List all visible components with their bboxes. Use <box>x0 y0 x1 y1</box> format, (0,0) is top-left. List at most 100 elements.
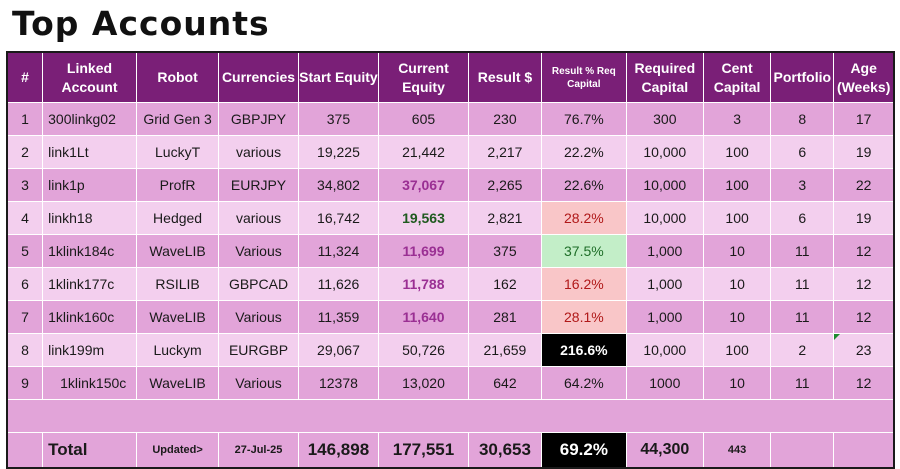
start-equity: 16,742 <box>297 201 380 235</box>
linked-account: 1klink177c <box>42 267 137 301</box>
required-capital: 1,000 <box>625 267 705 301</box>
result: 230 <box>467 102 543 136</box>
cent-capital: 100 <box>702 333 772 367</box>
portfolio: 6 <box>770 135 835 169</box>
total-current-equity: 177,551 <box>378 432 469 469</box>
total-label: Total <box>42 432 137 469</box>
col-header-required-capital: Required Capital <box>625 51 705 103</box>
current-equity: 50,726 <box>378 333 469 367</box>
total-row: Total Updated> 27-Jul-25 146,898 177,551… <box>6 432 895 469</box>
current-equity: 11,640 <box>378 300 469 334</box>
required-capital: 1,000 <box>625 300 705 334</box>
result-pct: 64.2% <box>541 366 627 400</box>
currencies: various <box>218 135 299 169</box>
portfolio: 11 <box>770 300 835 334</box>
total-cent-capital: 443 <box>702 432 772 469</box>
portfolio: 11 <box>770 366 835 400</box>
cent-capital: 10 <box>702 366 772 400</box>
currencies: EURGBP <box>218 333 299 367</box>
start-equity: 375 <box>297 102 380 136</box>
total-result: 30,653 <box>467 432 543 469</box>
currencies: Various <box>218 300 299 334</box>
robot: Grid Gen 3 <box>135 102 220 136</box>
robot: WaveLIB <box>135 300 220 334</box>
required-capital: 300 <box>625 102 705 136</box>
cent-capital: 10 <box>702 267 772 301</box>
table-row: 4 linkh18 Hedged various 16,742 19,563 2… <box>6 201 895 235</box>
result-pct: 216.6% <box>541 333 627 367</box>
linked-account: 300linkg02 <box>42 102 137 136</box>
table-row: 3 link1p ProfR EURJPY 34,802 37,067 2,26… <box>6 168 895 202</box>
col-header-cent-capital: Cent Capital <box>702 51 772 103</box>
table-row: 9 1klink150c WaveLIB Various 12378 13,02… <box>6 366 895 400</box>
col-header-robot: Robot <box>135 51 220 103</box>
robot: WaveLIB <box>135 366 220 400</box>
robot: ProfR <box>135 168 220 202</box>
current-equity: 11,699 <box>378 234 469 268</box>
current-equity: 13,020 <box>378 366 469 400</box>
start-equity: 19,225 <box>297 135 380 169</box>
portfolio: 3 <box>770 168 835 202</box>
result-pct: 22.6% <box>541 168 627 202</box>
table-row: 2 link1Lt LuckyT various 19,225 21,442 2… <box>6 135 895 169</box>
start-equity: 11,626 <box>297 267 380 301</box>
required-capital: 10,000 <box>625 168 705 202</box>
current-equity: 605 <box>378 102 469 136</box>
linked-account: 1klink150c <box>42 366 137 400</box>
portfolio: 8 <box>770 102 835 136</box>
row-number: 3 <box>6 168 44 202</box>
robot: RSILIB <box>135 267 220 301</box>
col-header-linked-account: Linked Account <box>42 51 137 103</box>
currencies: GBPCAD <box>218 267 299 301</box>
result-pct: 28.2% <box>541 201 627 235</box>
current-equity: 11,788 <box>378 267 469 301</box>
linked-account: link1Lt <box>42 135 137 169</box>
total-result-pct: 69.2% <box>541 432 627 469</box>
top-accounts-table: # Linked Account Robot Currencies Start … <box>6 51 895 469</box>
age-weeks: 12 <box>833 267 895 301</box>
total-required-capital: 44,300 <box>625 432 705 469</box>
start-equity: 11,359 <box>297 300 380 334</box>
col-header-currencies: Currencies <box>218 51 299 103</box>
row-number: 6 <box>6 267 44 301</box>
col-header-current-equity: Current Equity <box>378 51 469 103</box>
row-number: 5 <box>6 234 44 268</box>
portfolio: 11 <box>770 267 835 301</box>
row-number: 4 <box>6 201 44 235</box>
portfolio: 2 <box>770 333 835 367</box>
cent-capital: 3 <box>702 102 772 136</box>
spacer-cell <box>6 399 895 433</box>
required-capital: 1,000 <box>625 234 705 268</box>
cent-capital: 100 <box>702 135 772 169</box>
age-weeks: 23 <box>833 333 895 367</box>
required-capital: 10,000 <box>625 333 705 367</box>
current-equity: 19,563 <box>378 201 469 235</box>
age-weeks: 17 <box>833 102 895 136</box>
col-header-start-equity: Start Equity <box>297 51 380 103</box>
result-pct: 16.2% <box>541 267 627 301</box>
required-capital: 10,000 <box>625 135 705 169</box>
age-weeks: 19 <box>833 201 895 235</box>
total-portfolio-cell <box>770 432 835 469</box>
table-row: 6 1klink177c RSILIB GBPCAD 11,626 11,788… <box>6 267 895 301</box>
result: 2,217 <box>467 135 543 169</box>
robot: Luckym <box>135 333 220 367</box>
age-weeks: 12 <box>833 300 895 334</box>
result: 642 <box>467 366 543 400</box>
total-number-cell <box>6 432 44 469</box>
row-number: 1 <box>6 102 44 136</box>
row-number: 8 <box>6 333 44 367</box>
robot: WaveLIB <box>135 234 220 268</box>
start-equity: 11,324 <box>297 234 380 268</box>
table-row: 8 link199m Luckym EURGBP 29,067 50,726 2… <box>6 333 895 367</box>
age-weeks: 19 <box>833 135 895 169</box>
linked-account: 1klink184c <box>42 234 137 268</box>
cent-capital: 100 <box>702 168 772 202</box>
result: 281 <box>467 300 543 334</box>
col-header-portfolio: Portfolio <box>770 51 835 103</box>
cent-capital: 10 <box>702 234 772 268</box>
linked-account: 1klink160c <box>42 300 137 334</box>
currencies: EURJPY <box>218 168 299 202</box>
total-start-equity: 146,898 <box>297 432 380 469</box>
table-row: 7 1klink160c WaveLIB Various 11,359 11,6… <box>6 300 895 334</box>
